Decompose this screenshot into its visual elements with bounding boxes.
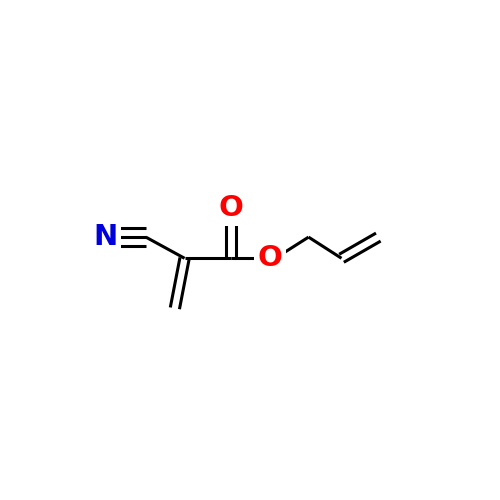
- Text: N: N: [93, 223, 117, 251]
- Text: O: O: [218, 194, 244, 222]
- Text: O: O: [258, 244, 282, 272]
